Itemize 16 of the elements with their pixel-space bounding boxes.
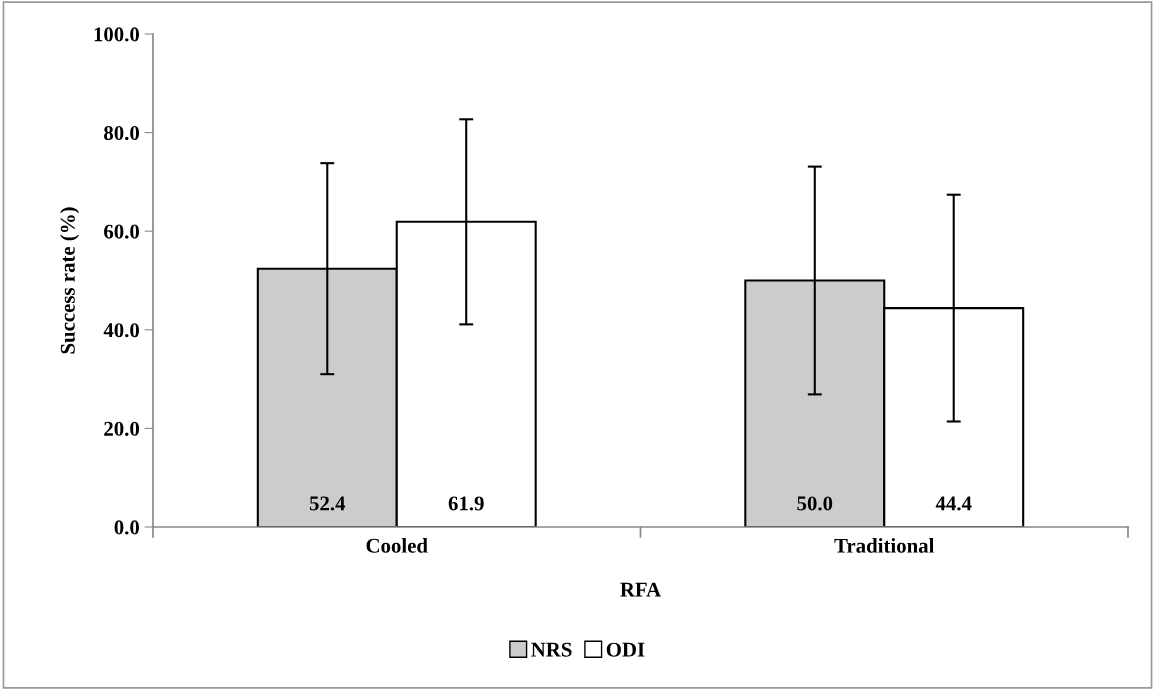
legend-label: ODI <box>606 642 645 657</box>
y-tick-label: 40.0 <box>103 323 140 338</box>
y-tick-label: 20.0 <box>104 421 140 436</box>
y-tick-label: 100.0 <box>94 27 140 42</box>
legend-label: NRS <box>531 642 572 657</box>
y-axis-title: Success rate (%) <box>60 207 80 354</box>
data-label: 50.0 <box>797 496 833 511</box>
data-label: 44.4 <box>935 496 972 511</box>
y-tick-label: 60.0 <box>104 224 140 239</box>
data-label: 61.9 <box>448 496 484 511</box>
data-label: 52.4 <box>309 496 346 511</box>
x-tick-label: Cooled <box>366 538 428 553</box>
y-tick-label: 80.0 <box>104 125 140 141</box>
y-tick-label: 0.0 <box>114 520 140 535</box>
x-tick-label: Traditional <box>834 538 935 553</box>
x-axis-title: RFA <box>620 582 661 597</box>
